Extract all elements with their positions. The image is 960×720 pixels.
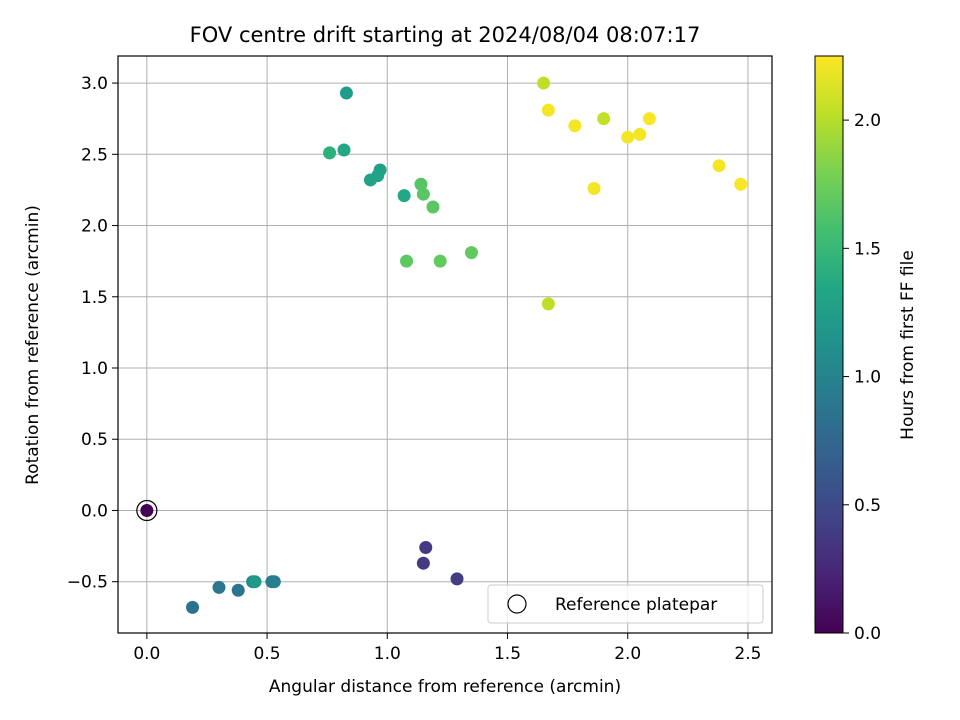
data-point [464, 246, 478, 260]
plot-frame [117, 55, 773, 634]
x-tick-label: 0.0 [133, 644, 160, 664]
data-point [397, 189, 411, 203]
data-point [416, 556, 430, 570]
colorbar-gradient [814, 55, 844, 634]
colorbar: 0.0 0.5 1.0 1.5 2.0 Hours from first FF file [814, 55, 918, 644]
data-point [231, 583, 245, 597]
chart-title: FOV centre drift starting at 2024/08/04 … [190, 23, 701, 47]
data-point [414, 177, 428, 191]
y-tick-label: −0.5 [67, 573, 108, 593]
data-point [541, 103, 555, 117]
legend-box [487, 584, 764, 624]
colorbar-tick-label: 0.5 [854, 496, 881, 516]
y-tick-label: 1.0 [81, 359, 108, 379]
x-axis: 0.0 0.5 1.0 1.5 2.0 2.5 [133, 633, 761, 664]
reference-marker [136, 499, 158, 522]
data-point [186, 600, 200, 614]
y-tick-label: 2.5 [81, 145, 108, 165]
y-tick-label: 3.0 [81, 74, 108, 94]
data-points [140, 76, 748, 614]
data-point [433, 254, 447, 268]
data-point [633, 127, 647, 141]
data-point [212, 580, 226, 594]
data-point [621, 130, 635, 144]
data-point [537, 76, 551, 90]
y-tick-label: 2.0 [81, 217, 108, 237]
colorbar-ticks: 0.0 0.5 1.0 1.5 2.0 [843, 111, 881, 644]
data-point [541, 297, 555, 311]
data-point [450, 572, 464, 586]
data-point [642, 112, 656, 126]
data-point [712, 159, 726, 173]
legend-entry-reference: Reference platepar [555, 595, 717, 615]
y-axis: −0.5 0.0 0.5 1.0 1.5 2.0 2.5 3.0 [67, 74, 118, 593]
data-point [265, 575, 279, 589]
colorbar-tick-label: 2.0 [854, 111, 881, 131]
data-point [734, 177, 748, 191]
grid-lines [118, 56, 772, 633]
x-tick-label: 0.5 [254, 644, 281, 664]
data-point [248, 575, 262, 589]
data-point [419, 541, 433, 555]
y-tick-label: 0.0 [81, 501, 108, 521]
data-point [597, 112, 611, 126]
data-point [140, 503, 154, 517]
data-point [416, 187, 430, 201]
data-point [339, 86, 353, 100]
x-tick-label: 2.0 [614, 644, 641, 664]
x-tick-label: 1.5 [494, 644, 521, 664]
legend: Reference platepar [487, 584, 764, 624]
data-point [323, 146, 337, 160]
data-point [426, 200, 440, 214]
y-axis-label: Rotation from reference (arcmin) [23, 205, 43, 485]
x-axis-label: Angular distance from reference (arcmin) [269, 677, 621, 697]
y-tick-label: 1.5 [81, 288, 108, 308]
colorbar-tick-label: 1.0 [854, 368, 881, 388]
data-point [363, 173, 377, 187]
colorbar-tick-label: 0.0 [854, 624, 881, 644]
colorbar-tick-label: 1.5 [854, 239, 881, 259]
data-point [587, 181, 601, 195]
x-tick-label: 1.0 [374, 644, 401, 664]
data-point [568, 119, 582, 133]
data-point [400, 254, 414, 268]
y-tick-label: 0.5 [81, 430, 108, 450]
colorbar-label: Hours from first FF file [898, 250, 918, 440]
reference-point [136, 499, 158, 522]
legend-marker-icon [507, 594, 527, 614]
data-point [337, 143, 351, 157]
x-tick-label: 2.5 [734, 644, 761, 664]
